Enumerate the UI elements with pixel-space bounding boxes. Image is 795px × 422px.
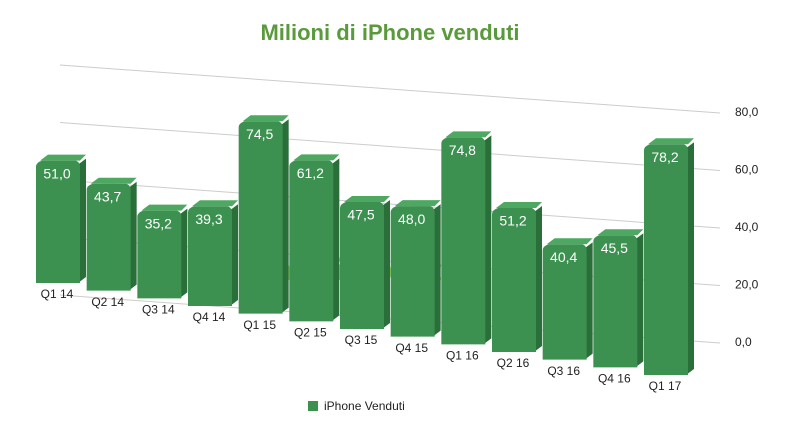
x-tick-label: Q1 14 bbox=[41, 287, 74, 301]
legend-label: iPhone Venduti bbox=[324, 399, 405, 413]
bar-top bbox=[394, 200, 441, 207]
x-tick-label: Q4 14 bbox=[193, 310, 226, 324]
bar bbox=[492, 208, 536, 352]
y-tick-label: 0,0 bbox=[735, 335, 752, 349]
bar bbox=[86, 183, 131, 291]
bar bbox=[36, 160, 80, 283]
bar-top bbox=[40, 154, 86, 161]
bar-top bbox=[141, 204, 188, 211]
bar bbox=[542, 244, 587, 360]
bar-top bbox=[192, 200, 238, 207]
x-tick-label: Q1 16 bbox=[446, 349, 479, 363]
bar-top bbox=[90, 177, 137, 184]
x-tick-label: Q4 15 bbox=[395, 341, 428, 355]
x-tick-label: Q2 14 bbox=[91, 295, 124, 309]
value-label: 51,0 bbox=[43, 165, 70, 181]
x-tick-label: Q3 16 bbox=[547, 364, 580, 378]
y-tick-label: 80,0 bbox=[735, 105, 759, 119]
value-label: 51,2 bbox=[499, 213, 526, 229]
grid-line bbox=[59, 122, 721, 171]
value-label: 43,7 bbox=[94, 188, 121, 204]
bar-top bbox=[546, 238, 593, 245]
value-label: 74,5 bbox=[246, 126, 273, 142]
grid-line bbox=[59, 64, 721, 114]
value-label: 74,8 bbox=[449, 142, 476, 158]
x-tick-label: Q1 15 bbox=[243, 318, 276, 332]
bar-top bbox=[597, 229, 644, 236]
value-label: 47,5 bbox=[347, 207, 374, 223]
x-tick-label: Q4 16 bbox=[598, 372, 631, 386]
value-label: 40,4 bbox=[550, 249, 577, 265]
value-label: 61,2 bbox=[297, 165, 324, 181]
bar bbox=[644, 144, 688, 375]
y-tick-label: 40,0 bbox=[735, 220, 759, 234]
bar-top bbox=[242, 115, 289, 122]
bar bbox=[238, 121, 283, 314]
value-label: 78,2 bbox=[651, 149, 678, 165]
bar bbox=[137, 210, 182, 299]
bar bbox=[390, 206, 435, 337]
y-tick-label: 20,0 bbox=[735, 278, 759, 292]
bar bbox=[593, 235, 638, 368]
bar-side bbox=[128, 181, 137, 291]
bar-top bbox=[344, 195, 390, 202]
value-label: 39,3 bbox=[195, 211, 222, 227]
legend-swatch bbox=[308, 401, 318, 411]
value-label: 45,5 bbox=[601, 240, 628, 256]
y-tick-label: 60,0 bbox=[735, 163, 759, 177]
bar bbox=[289, 160, 334, 322]
value-label: 48,0 bbox=[398, 211, 425, 227]
bar bbox=[340, 201, 384, 329]
x-tick-label: Q3 14 bbox=[142, 303, 175, 317]
bar-top bbox=[445, 131, 492, 138]
x-tick-label: Q2 16 bbox=[497, 356, 530, 370]
x-tick-label: Q2 15 bbox=[294, 326, 327, 340]
x-tick-label: Q1 17 bbox=[649, 379, 682, 393]
bar bbox=[188, 206, 232, 306]
x-tick-label: Q3 15 bbox=[345, 333, 378, 347]
bar bbox=[441, 137, 486, 345]
bar-top bbox=[496, 202, 542, 208]
bar-top bbox=[293, 154, 340, 161]
value-label: 35,2 bbox=[145, 215, 172, 231]
chart-title: Milioni di iPhone venduti bbox=[260, 20, 519, 45]
bar-top bbox=[648, 138, 694, 145]
